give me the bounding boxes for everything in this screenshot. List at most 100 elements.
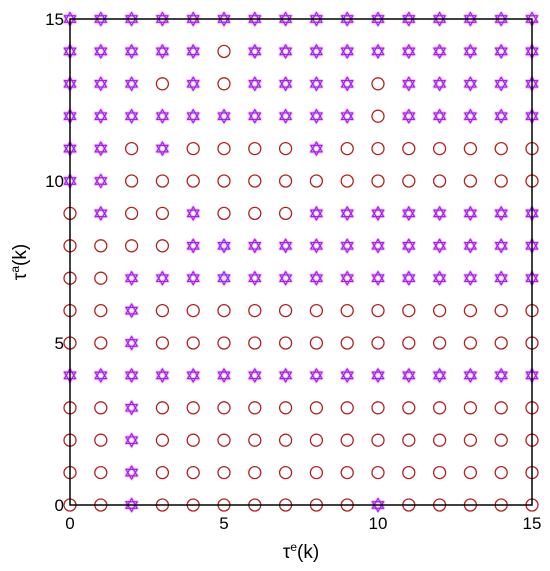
circle-marker [402,433,416,447]
circle-marker [94,271,108,285]
circle-marker [217,44,231,59]
star-marker [93,367,109,384]
star-marker [278,270,293,287]
circle-marker [309,336,324,350]
circle-marker [463,336,478,350]
circle-marker [432,465,447,480]
star-marker [463,270,478,287]
star-marker [463,237,478,254]
y-tick-label: 15 [45,10,64,29]
star-marker [185,43,201,60]
star-marker [155,270,170,287]
circle-marker [94,401,108,415]
circle-marker [248,141,262,156]
star-marker [370,367,386,384]
star-marker [309,108,324,125]
x-tick-labels: 0 5 10 15 [65,514,541,533]
circle-marker [217,336,231,350]
circle-marker [494,401,508,415]
circle-marker [463,141,478,156]
circle-marker [94,433,108,447]
circle-marker [432,303,447,318]
star-marker [216,108,232,125]
circle-marker [248,303,262,318]
star-marker [124,399,139,416]
star-marker [278,43,293,60]
star-marker [247,75,263,92]
circle-marker [432,336,447,350]
circle-marker [309,401,324,415]
star-marker [401,75,417,92]
circle-marker [217,174,231,188]
star-marker [155,108,170,125]
circle-marker [340,303,354,318]
circle-marker [309,303,324,318]
circle-marker [494,141,508,156]
circle-marker [186,141,200,156]
circle-marker [186,401,200,415]
y-tick-labels: 0 5 10 15 [45,10,64,515]
star-marker [401,205,417,222]
circle-marker [494,303,508,318]
star-marker [493,108,509,125]
star-marker [401,367,417,384]
circle-marker [94,239,108,253]
star-marker [493,367,509,384]
star-marker [247,43,263,60]
circle-marker [432,141,447,156]
star-marker [155,43,170,60]
star-marker [278,75,293,92]
circle-marker [217,401,231,415]
circle-marker [432,174,447,188]
star-marker [309,270,324,287]
star-marker [247,237,263,254]
star-marker [155,367,170,384]
circle-marker [155,303,170,318]
star-marker [124,464,139,481]
star-marker [124,367,139,384]
circle-marker [463,433,478,447]
star-marker [309,43,324,60]
star-marker [278,237,293,254]
circle-marker [217,465,231,480]
circle-marker [186,303,200,318]
star-marker [493,270,509,287]
circle-marker [402,401,416,415]
star-marker [370,205,386,222]
circle-marker [278,303,293,318]
star-marker [216,270,232,287]
star-marker [93,43,109,60]
star-marker [93,172,109,190]
star-marker [463,367,478,384]
circle-marker [340,174,354,188]
circle-marker [402,336,416,350]
star-marker [124,334,139,352]
star-marker [432,237,447,254]
circle-marker [186,465,200,480]
y-tick-label: 10 [45,172,64,191]
star-marker [432,367,447,384]
circle-marker [340,465,354,480]
plot-frame [69,18,533,506]
star-marker [339,108,355,125]
star-marker [124,75,139,92]
star-marker [309,75,324,92]
circle-marker [494,174,508,188]
circle-marker [371,465,385,480]
star-marker [124,432,139,449]
circle-marker [463,465,478,480]
circle-marker [124,141,139,156]
circle-marker [155,174,170,188]
star-marker [493,43,509,60]
star-marker [463,75,478,92]
star-marker [339,75,355,92]
circle-marker [155,465,170,480]
star-marker [370,270,386,287]
circle-marker [463,303,478,318]
circle-marker [94,336,108,350]
star-marker [185,108,201,125]
star-marker [432,270,447,287]
circle-marker [371,109,385,123]
circle-marker [340,401,354,415]
circle-marker [217,141,231,156]
